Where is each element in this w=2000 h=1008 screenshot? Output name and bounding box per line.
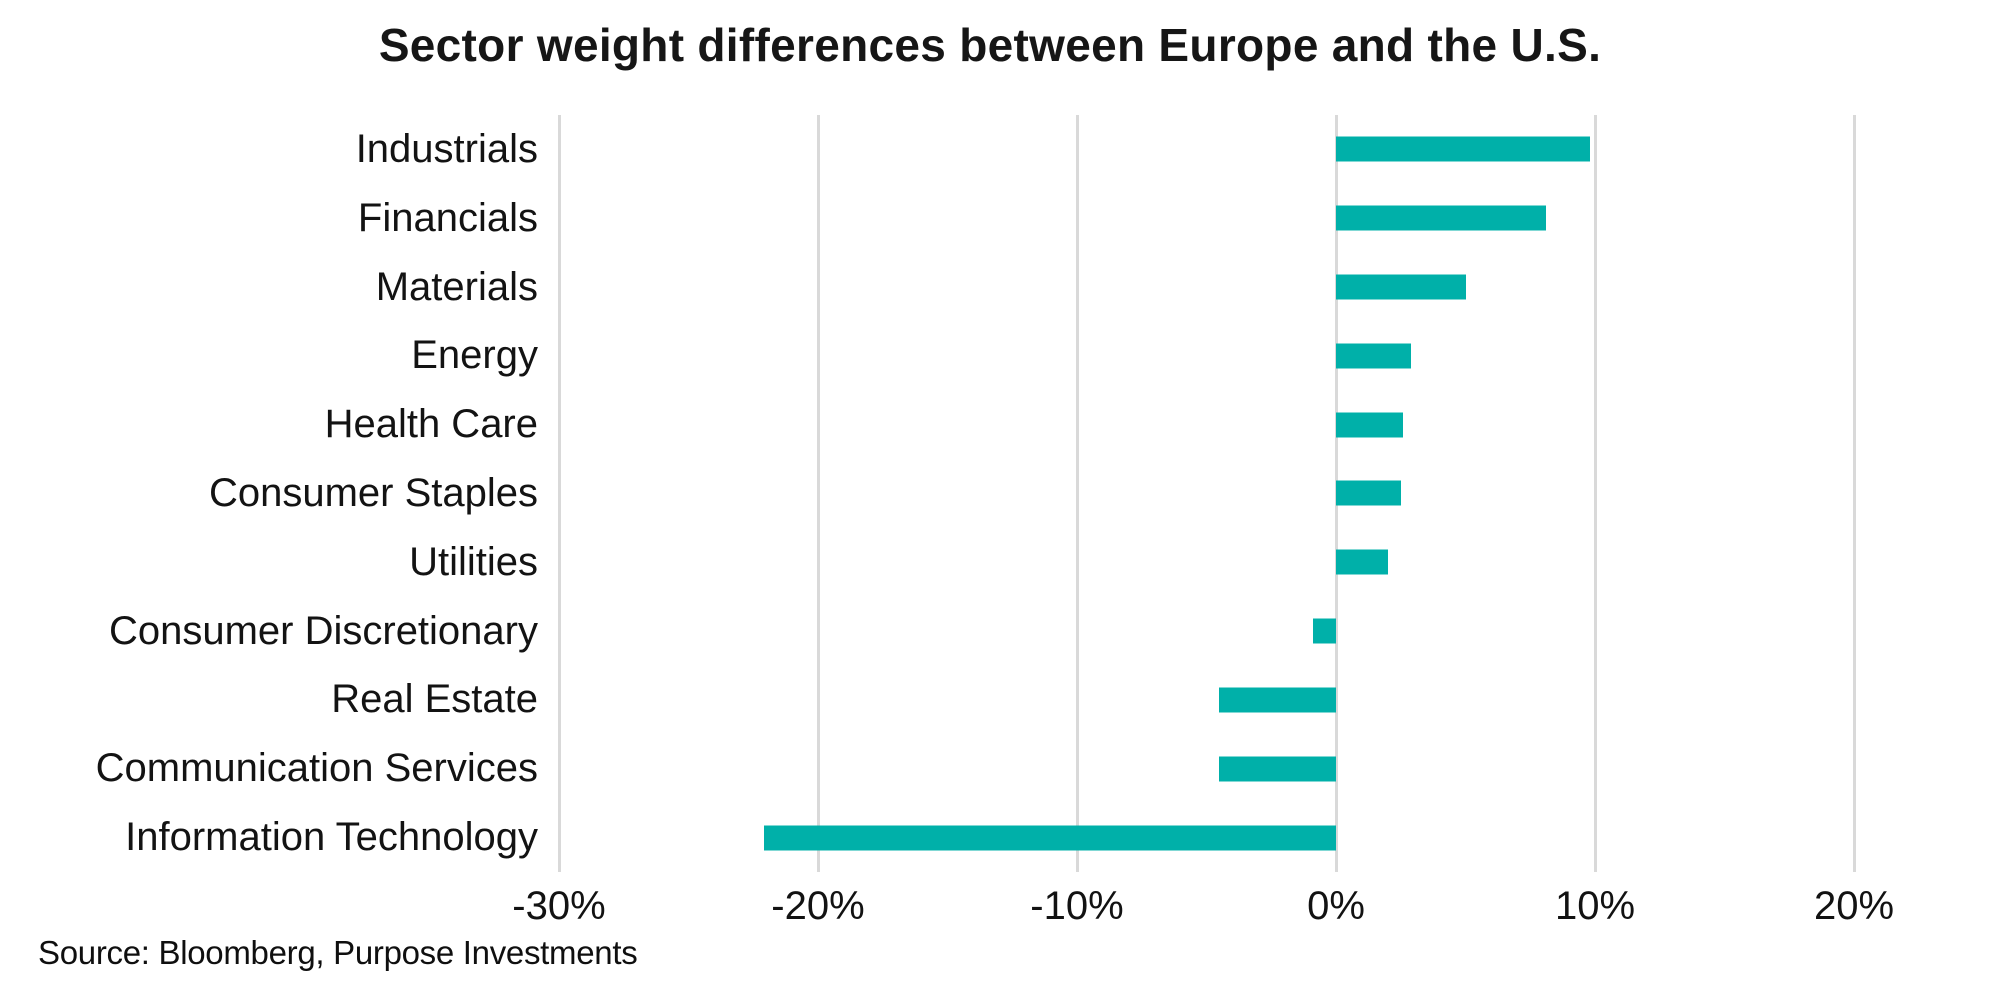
category-label: Utilities xyxy=(409,539,538,584)
bar-energy xyxy=(1336,343,1412,369)
bar-row-materials xyxy=(559,253,1854,322)
label-row-communication-services: Communication Services xyxy=(0,734,538,803)
bar-industrials xyxy=(1336,136,1590,162)
bar-real-estate xyxy=(1219,687,1336,713)
category-label: Health Care xyxy=(324,402,538,447)
bar-rows xyxy=(559,115,1854,872)
label-row-information-technology: Information Technology xyxy=(0,803,538,872)
bar-materials xyxy=(1336,274,1466,300)
bar-row-consumer-staples xyxy=(559,459,1854,528)
label-row-consumer-staples: Consumer Staples xyxy=(0,459,538,528)
category-label: Financials xyxy=(357,195,538,240)
category-label: Energy xyxy=(411,333,538,378)
label-row-materials: Materials xyxy=(0,253,538,322)
label-row-health-care: Health Care xyxy=(0,390,538,459)
gridline--30 xyxy=(557,115,561,872)
category-label: Materials xyxy=(375,264,538,309)
x-tick-label: -30% xyxy=(512,884,606,928)
bar-financials xyxy=(1336,205,1546,231)
bar-row-financials xyxy=(559,184,1854,253)
x-tick-label: 10% xyxy=(1554,884,1636,928)
x-tick-label: -20% xyxy=(771,884,865,928)
category-label: Industrials xyxy=(355,126,538,171)
source-note: Source: Bloomberg, Purpose Investments xyxy=(38,934,638,971)
category-labels: Industrials Financials Materials Energy Heal… xyxy=(0,115,538,872)
bar-row-energy xyxy=(559,321,1854,390)
label-row-utilities: Utilities xyxy=(0,528,538,597)
gridline-10 xyxy=(1593,115,1597,872)
category-label: Information Technology xyxy=(125,815,538,860)
gridline--10 xyxy=(1075,115,1079,872)
label-row-energy: Energy xyxy=(0,321,538,390)
label-row-consumer-discretionary: Consumer Discretionary xyxy=(0,597,538,666)
x-tick-label: 0% xyxy=(1307,884,1365,928)
category-label: Communication Services xyxy=(95,746,538,791)
bar-row-industrials xyxy=(559,115,1854,184)
label-row-industrials: Industrials xyxy=(0,115,538,184)
bar-row-communication-services xyxy=(559,734,1854,803)
category-label: Consumer Staples xyxy=(208,470,538,515)
chart-title: Sector weight differences between Europe… xyxy=(378,19,1602,71)
x-tick-label: 20% xyxy=(1813,884,1895,928)
bar-information-technology xyxy=(763,825,1336,851)
bar-consumer-discretionary xyxy=(1312,618,1336,644)
plot-area xyxy=(557,115,1856,872)
category-label: Consumer Discretionary xyxy=(108,608,538,653)
x-axis-ticks: -30% -20% -10% 0% 10% 20% xyxy=(512,884,1894,944)
bar-row-utilities xyxy=(559,528,1854,597)
label-row-financials: Financials xyxy=(0,184,538,253)
bar-communication-services xyxy=(1219,756,1336,782)
bar-utilities xyxy=(1336,549,1388,575)
bar-row-consumer-discretionary xyxy=(559,597,1854,666)
bar-row-information-technology xyxy=(559,803,1854,872)
bar-consumer-staples xyxy=(1336,480,1401,506)
label-row-real-estate: Real Estate xyxy=(0,666,538,735)
bar-row-health-care xyxy=(559,390,1854,459)
x-tick-label: -10% xyxy=(1030,884,1124,928)
gridline--20 xyxy=(816,115,820,872)
bar-health-care xyxy=(1336,412,1404,438)
gridline-20 xyxy=(1852,115,1856,872)
category-label: Real Estate xyxy=(331,677,538,722)
bar-row-real-estate xyxy=(559,666,1854,735)
